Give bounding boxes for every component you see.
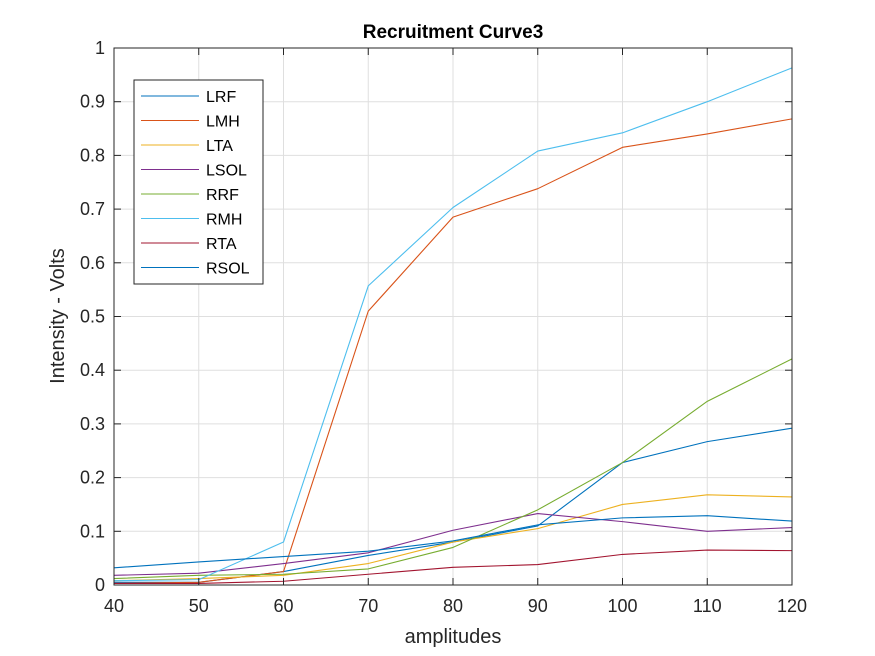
x-tick-label: 50 (189, 596, 209, 616)
x-tick-label: 90 (528, 596, 548, 616)
chart-title: Recruitment Curve3 (363, 22, 544, 43)
y-tick-label: 0.7 (80, 199, 105, 219)
legend-label-rsol: RSOL (206, 261, 250, 278)
series-line-rsol (113, 515, 793, 569)
y-tick-label: 0.9 (80, 92, 105, 112)
series-line-lta (113, 494, 793, 582)
x-tick-label: 40 (104, 596, 124, 616)
y-tick-label: 0.2 (80, 468, 105, 488)
series-lines (113, 67, 793, 584)
y-tick-label: 0.5 (80, 307, 105, 327)
y-tick-label: 0.6 (80, 253, 105, 273)
x-tick-label: 80 (443, 596, 463, 616)
series-line-rta (114, 549, 793, 584)
y-axis-label: Intensity - Volts (47, 248, 69, 384)
grid (113, 47, 793, 586)
legend: LRF LMH LTA LSOL RRF RMH RTA RSOL (133, 79, 264, 285)
x-tick-label: 120 (777, 596, 807, 616)
x-tick-label: 100 (607, 596, 637, 616)
y-tick-label: 1 (95, 38, 105, 58)
series-line-lmh (113, 118, 793, 584)
y-tick-label: 0.3 (80, 414, 105, 434)
x-axis-label: amplitudes (405, 626, 502, 648)
axes (113, 47, 793, 586)
y-tick-label: 0.1 (80, 521, 105, 541)
y-tick-label: 0.8 (80, 145, 105, 165)
series-line-rrf (113, 358, 793, 580)
y-tick-label: 0 (95, 575, 105, 595)
legend-label-lrf: LRF (206, 89, 236, 106)
tick-labels: 40 50 60 70 80 90 100 110 120 0 0.1 0.2 0.3 0.4 0.5 0.6… (80, 38, 807, 616)
legend-label-lsol: LSOL (206, 163, 247, 180)
series-line-rmh (113, 67, 793, 582)
legend-label-rmh: RMH (206, 212, 242, 229)
series-line-lsol (113, 513, 793, 576)
legend-box (133, 79, 264, 285)
legend-label-lta: LTA (206, 138, 233, 155)
legend-label-rta: RTA (206, 236, 237, 253)
x-tick-label: 70 (358, 596, 378, 616)
legend-label-rrf: RRF (206, 187, 239, 204)
y-tick-label: 0.4 (80, 360, 105, 380)
x-tick-label: 110 (693, 596, 722, 616)
x-tick-label: 60 (273, 596, 293, 616)
legend-label-lmh: LMH (206, 114, 240, 131)
